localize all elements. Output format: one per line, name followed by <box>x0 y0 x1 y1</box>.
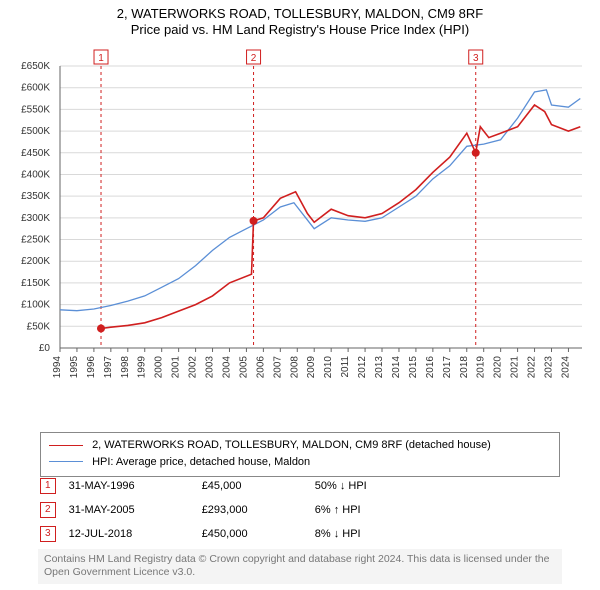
marker-badge-1: 1 <box>40 478 56 494</box>
svg-text:2018: 2018 <box>459 356 470 379</box>
txn-price: £450,000 <box>202 528 312 540</box>
svg-text:1998: 1998 <box>120 356 131 379</box>
svg-text:1: 1 <box>98 53 104 64</box>
legend-item-hpi: HPI: Average price, detached house, Mald… <box>49 454 551 471</box>
svg-text:2010: 2010 <box>323 356 334 379</box>
txn-price: £293,000 <box>202 504 312 516</box>
svg-text:2002: 2002 <box>188 356 199 379</box>
title-line-1: 2, WATERWORKS ROAD, TOLLESBURY, MALDON, … <box>0 6 600 22</box>
svg-text:2015: 2015 <box>408 356 419 379</box>
svg-text:1995: 1995 <box>69 356 80 379</box>
svg-text:2011: 2011 <box>340 356 351 378</box>
disclaimer: Contains HM Land Registry data © Crown c… <box>38 549 562 584</box>
svg-text:2021: 2021 <box>510 356 521 379</box>
txn-date: 12-JUL-2018 <box>69 528 199 540</box>
table-row: 1 31-MAY-1996 £45,000 50% ↓ HPI <box>40 478 425 502</box>
svg-text:2007: 2007 <box>272 356 283 379</box>
legend: 2, WATERWORKS ROAD, TOLLESBURY, MALDON, … <box>40 432 560 477</box>
svg-text:2012: 2012 <box>357 356 368 379</box>
svg-text:2004: 2004 <box>221 356 232 379</box>
svg-text:£250K: £250K <box>21 235 50 246</box>
txn-date: 31-MAY-2005 <box>69 504 199 516</box>
svg-text:£150K: £150K <box>21 278 50 289</box>
marker-badge-2: 2 <box>40 502 56 518</box>
legend-swatch-property <box>49 445 83 446</box>
svg-text:2022: 2022 <box>527 356 538 379</box>
svg-text:2019: 2019 <box>476 356 487 379</box>
txn-delta: 6% ↑ HPI <box>315 504 425 516</box>
txn-delta: 8% ↓ HPI <box>315 528 425 540</box>
price-chart: £0£50K£100K£150K£200K£250K£300K£350K£400… <box>56 48 586 388</box>
txn-date: 31-MAY-1996 <box>69 480 199 492</box>
svg-text:3: 3 <box>473 53 479 64</box>
legend-label-property: 2, WATERWORKS ROAD, TOLLESBURY, MALDON, … <box>92 439 491 451</box>
svg-text:2020: 2020 <box>493 356 504 379</box>
svg-text:£650K: £650K <box>21 61 50 72</box>
svg-text:2: 2 <box>251 53 257 64</box>
svg-text:£450K: £450K <box>21 148 50 159</box>
svg-text:2000: 2000 <box>154 356 165 379</box>
svg-text:2008: 2008 <box>289 356 300 379</box>
table-row: 2 31-MAY-2005 £293,000 6% ↑ HPI <box>40 502 425 526</box>
svg-text:2013: 2013 <box>374 356 385 379</box>
svg-text:£300K: £300K <box>21 213 50 224</box>
svg-text:£600K: £600K <box>21 83 50 94</box>
svg-text:£400K: £400K <box>21 169 50 180</box>
svg-text:£100K: £100K <box>21 300 50 311</box>
svg-text:£500K: £500K <box>21 126 50 137</box>
chart-title-block: 2, WATERWORKS ROAD, TOLLESBURY, MALDON, … <box>0 0 600 39</box>
chart-svg: £0£50K£100K£150K£200K£250K£300K£350K£400… <box>56 48 586 388</box>
legend-item-property: 2, WATERWORKS ROAD, TOLLESBURY, MALDON, … <box>49 437 551 454</box>
svg-text:2006: 2006 <box>255 356 266 379</box>
svg-text:1994: 1994 <box>52 356 63 379</box>
svg-text:2001: 2001 <box>171 356 182 379</box>
svg-text:2003: 2003 <box>205 356 216 379</box>
svg-text:2017: 2017 <box>442 356 453 379</box>
svg-text:2014: 2014 <box>391 356 402 379</box>
svg-text:£350K: £350K <box>21 191 50 202</box>
title-line-2: Price paid vs. HM Land Registry's House … <box>0 22 600 38</box>
svg-text:2005: 2005 <box>238 356 249 379</box>
svg-text:2016: 2016 <box>425 356 436 379</box>
svg-text:2009: 2009 <box>306 356 317 379</box>
svg-text:2024: 2024 <box>560 356 571 379</box>
svg-text:£550K: £550K <box>21 104 50 115</box>
legend-label-hpi: HPI: Average price, detached house, Mald… <box>92 456 310 468</box>
svg-text:2023: 2023 <box>543 356 554 379</box>
svg-text:1996: 1996 <box>86 356 97 379</box>
table-row: 3 12-JUL-2018 £450,000 8% ↓ HPI <box>40 526 425 550</box>
svg-text:1997: 1997 <box>103 356 114 379</box>
txn-delta: 50% ↓ HPI <box>315 480 425 492</box>
marker-badge-3: 3 <box>40 526 56 542</box>
legend-swatch-hpi <box>49 461 83 462</box>
svg-text:£50K: £50K <box>27 321 51 332</box>
svg-text:1999: 1999 <box>137 356 148 379</box>
svg-text:£200K: £200K <box>21 256 50 267</box>
txn-price: £45,000 <box>202 480 312 492</box>
svg-text:£0: £0 <box>39 343 51 354</box>
transactions-table: 1 31-MAY-1996 £45,000 50% ↓ HPI 2 31-MAY… <box>40 478 425 550</box>
